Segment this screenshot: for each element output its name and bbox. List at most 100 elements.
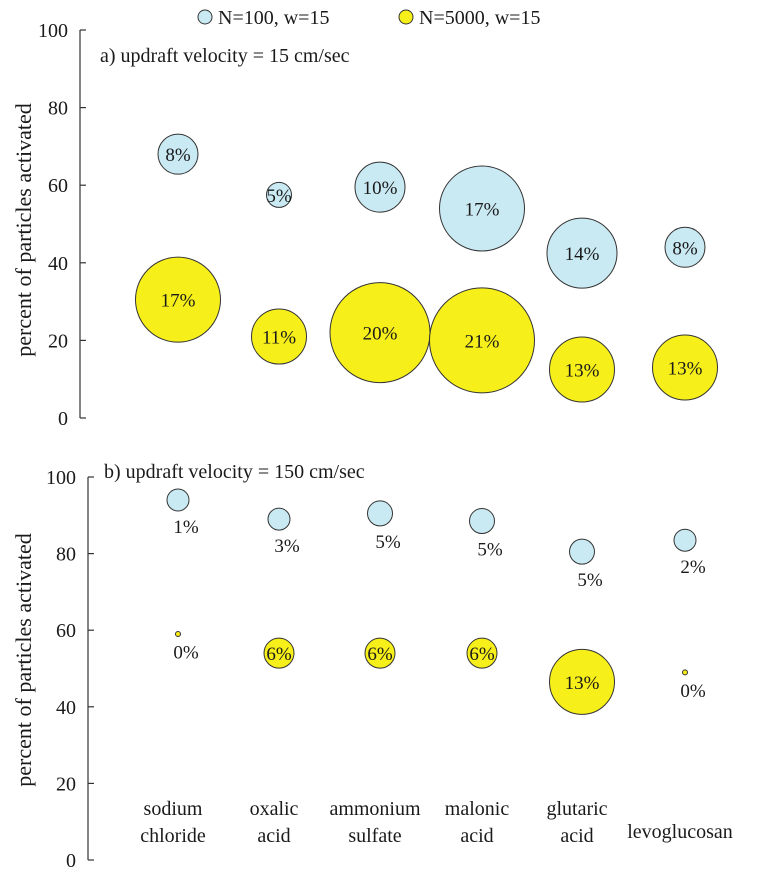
panel-b-ylabel: percent of particles activated bbox=[11, 533, 36, 786]
bubble-label: 6% bbox=[469, 644, 495, 665]
bubble-circle bbox=[267, 507, 291, 531]
panel-a-tick-label: 40 bbox=[48, 253, 68, 275]
bubble-b-s1-c0: 0% bbox=[173, 631, 199, 664]
bubble-a-s1-c4: 13% bbox=[549, 336, 615, 403]
bubble-circle bbox=[439, 165, 525, 252]
bubble-b-s1-c5: 0% bbox=[680, 669, 706, 702]
bubble-label: 11% bbox=[262, 328, 296, 349]
bubble-a-s0-c1: 5% bbox=[266, 181, 292, 208]
bubble-label: 5% bbox=[375, 532, 401, 553]
panel-a-tick-label: 80 bbox=[48, 98, 68, 120]
bubble-label: 5% bbox=[266, 186, 292, 207]
panel-b-tick-label: 100 bbox=[46, 467, 76, 489]
bubble-label: 20% bbox=[363, 324, 398, 345]
bubble-a-s1-c2: 20% bbox=[329, 282, 431, 384]
bubble-circle bbox=[469, 508, 495, 535]
legend-label-n100: N=100, w=15 bbox=[218, 7, 329, 29]
bubble-circle bbox=[263, 637, 295, 669]
panel-a-tick-label: 100 bbox=[38, 20, 68, 42]
bubble-a-s1-c1: 11% bbox=[251, 308, 307, 365]
bubble-circle bbox=[175, 631, 181, 638]
panel-b-bubbles: 1% 3% 5% 5% 5% 2% 0% 6% 6% 6% 13% 0% bbox=[166, 488, 706, 715]
bubble-circle bbox=[569, 538, 595, 565]
bubble-b-s0-c3: 5% bbox=[469, 508, 503, 561]
bubble-a-s0-c0: 8% bbox=[157, 133, 199, 175]
bubble-circle bbox=[135, 256, 221, 343]
panel-a-title: a) updraft velocity = 15 cm/sec bbox=[100, 45, 350, 67]
bubble-circle bbox=[549, 648, 615, 715]
panel-a-tick-label: 20 bbox=[48, 330, 68, 352]
bubble-label: 1% bbox=[173, 517, 199, 538]
panel-a-tick-label: 60 bbox=[48, 175, 68, 197]
bubble-a-s0-c2: 10% bbox=[354, 161, 406, 213]
bubble-a-s1-c3: 21% bbox=[429, 287, 535, 394]
panel-a-bubbles: 8% 5% 10% 17% 14% 8% 17% 11% 20% 21% 13% 13% bbox=[135, 133, 718, 403]
legend-swatch-n5000 bbox=[398, 9, 414, 25]
panel-b: percent of particles activated 0 20 40 60 80… bbox=[11, 461, 706, 870]
bubble-label: 6% bbox=[266, 644, 292, 665]
panel-b-tick-label: 40 bbox=[56, 697, 76, 719]
bubble-label: 17% bbox=[465, 199, 500, 220]
bubble-label: 3% bbox=[274, 536, 300, 557]
bubble-label: 5% bbox=[477, 540, 503, 561]
bubble-b-s0-c4: 5% bbox=[569, 538, 603, 591]
panel-a: percent of particles activated 0 20 40 60 80… bbox=[11, 20, 718, 430]
bubble-label: 2% bbox=[680, 557, 706, 578]
category-label: levoglucosan bbox=[627, 821, 733, 843]
legend: N=100, w=15 N=5000, w=15 bbox=[197, 7, 540, 29]
bubble-label: 10% bbox=[363, 178, 398, 199]
bubble-label: 0% bbox=[680, 681, 706, 702]
bubble-b-s0-c5: 2% bbox=[673, 528, 706, 578]
legend-label-n5000: N=5000, w=15 bbox=[419, 7, 540, 29]
bubble-a-s1-c0: 17% bbox=[135, 256, 221, 343]
bubble-label: 21% bbox=[465, 331, 500, 352]
panel-a-y-ticks: 0 20 40 60 80 100 bbox=[38, 20, 86, 430]
bubble-circle bbox=[664, 226, 706, 268]
bubble-label: 13% bbox=[565, 673, 600, 694]
bubble-label: 14% bbox=[565, 244, 600, 265]
bubble-circle bbox=[549, 336, 615, 403]
category-label: sodium chloride bbox=[140, 798, 206, 847]
bubble-circle bbox=[652, 334, 718, 401]
category-labels: sodium chloride oxalic acid ammonium sulfate m… bbox=[140, 798, 733, 847]
bubble-circle bbox=[364, 637, 396, 669]
bubble-label: 13% bbox=[565, 361, 600, 382]
panel-b-tick-label: 60 bbox=[56, 620, 76, 642]
bubble-circle bbox=[266, 181, 292, 208]
category-label: oxalic acid bbox=[250, 798, 299, 847]
bubble-label: 0% bbox=[173, 643, 199, 664]
bubble-a-s0-c5: 8% bbox=[664, 226, 706, 268]
bubble-label: 13% bbox=[668, 359, 703, 380]
panel-b-y-ticks: 0 20 40 60 80 100 bbox=[46, 467, 94, 870]
bubble-circle bbox=[367, 500, 393, 527]
panel-b-tick-label: 0 bbox=[66, 850, 76, 870]
bubble-b-s0-c1: 3% bbox=[267, 507, 300, 557]
legend-swatch-n100 bbox=[197, 9, 213, 25]
bubble-label: 17% bbox=[161, 291, 196, 312]
bubble-circle bbox=[673, 528, 697, 552]
bubble-b-s1-c3: 6% bbox=[466, 637, 498, 669]
bubble-b-s1-c1: 6% bbox=[263, 637, 295, 669]
bubble-b-s1-c4: 13% bbox=[549, 648, 615, 715]
bubble-circle bbox=[157, 133, 199, 175]
bubble-a-s1-c5: 13% bbox=[652, 334, 718, 401]
panel-a-ylabel: percent of particles activated bbox=[11, 103, 36, 356]
bubble-b-s1-c2: 6% bbox=[364, 637, 396, 669]
category-label: glutaric acid bbox=[546, 798, 607, 847]
bubble-b-s0-c0: 1% bbox=[166, 488, 199, 538]
panel-b-title: b) updraft velocity = 150 cm/sec bbox=[104, 461, 365, 483]
bubble-a-s0-c4: 14% bbox=[546, 217, 618, 289]
bubble-circle bbox=[429, 287, 535, 394]
bubble-label: 8% bbox=[165, 145, 191, 166]
bubble-label: 8% bbox=[672, 238, 698, 259]
category-label: malonic acid bbox=[445, 798, 510, 847]
panel-b-tick-label: 20 bbox=[56, 773, 76, 795]
bubble-a-s0-c3: 17% bbox=[439, 165, 525, 252]
panel-b-tick-label: 80 bbox=[56, 544, 76, 566]
bubble-circle bbox=[354, 161, 406, 213]
bubble-circle bbox=[546, 217, 618, 289]
bubble-circle bbox=[466, 637, 498, 669]
bubble-label: 5% bbox=[577, 570, 603, 591]
bubble-label: 6% bbox=[367, 644, 393, 665]
